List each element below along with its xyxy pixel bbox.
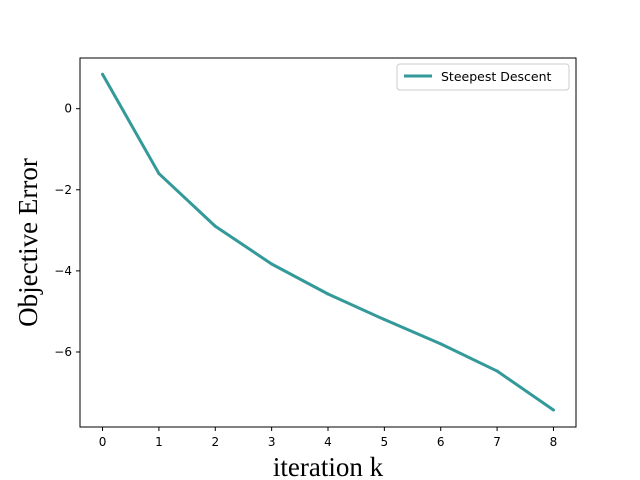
x-tick-label-4: 4 xyxy=(324,435,332,449)
y-tick-label-2: −4 xyxy=(54,264,72,278)
y-tick-label-0: 0 xyxy=(64,102,72,116)
y-tick-label-1: −2 xyxy=(54,183,72,197)
series-layer xyxy=(101,72,555,412)
x-tick-label-3: 3 xyxy=(268,435,276,449)
data-point-0-2 xyxy=(213,224,217,228)
data-point-0-5 xyxy=(382,318,386,322)
legend-box xyxy=(396,63,570,91)
x-axis-label: iteration k xyxy=(273,452,384,480)
data-point-0-8 xyxy=(551,408,555,412)
y-tick-label-3: −6 xyxy=(54,345,72,359)
data-point-0-4 xyxy=(326,292,330,296)
y-axis-label: Objective Error xyxy=(13,158,43,327)
data-point-0-1 xyxy=(157,172,161,176)
axis-ticks: 0 1 2 3 4 5 6 7 8 0 −2 −4 −6 xyxy=(54,102,557,449)
plot-frame xyxy=(79,57,577,428)
data-point-0-3 xyxy=(270,262,274,266)
x-tick-label-7: 7 xyxy=(493,435,501,449)
data-point-0-6 xyxy=(439,342,443,346)
x-tick-label-2: 2 xyxy=(211,435,219,449)
x-tick-label-5: 5 xyxy=(381,435,389,449)
legend: Steepest Descent xyxy=(396,63,570,91)
x-tick-label-0: 0 xyxy=(99,435,107,449)
x-tick-label-6: 6 xyxy=(437,435,445,449)
data-point-0-0 xyxy=(101,72,105,76)
data-point-0-7 xyxy=(495,369,499,373)
x-tick-label-1: 1 xyxy=(155,435,163,449)
legend-entry-steepest-descent: Steepest Descent xyxy=(441,69,552,84)
x-tick-label-8: 8 xyxy=(550,435,558,449)
